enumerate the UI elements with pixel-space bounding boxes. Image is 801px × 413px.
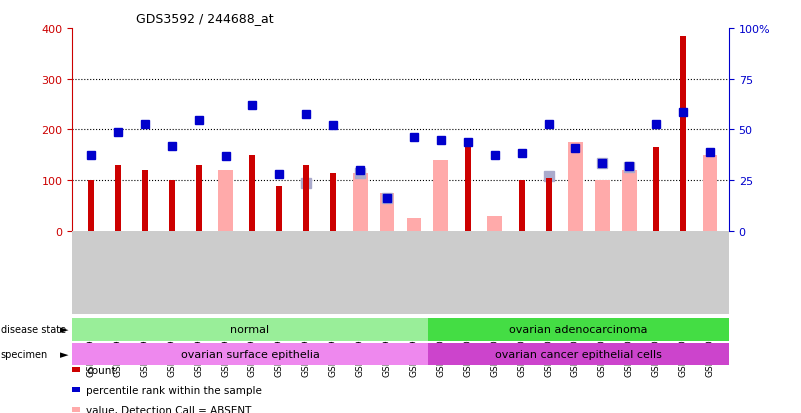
Bar	[249, 155, 256, 231]
Text: percentile rank within the sample: percentile rank within the sample	[86, 385, 262, 395]
Text: ovarian surface epithelia: ovarian surface epithelia	[180, 349, 320, 359]
Bar	[304, 166, 309, 231]
Bar	[428, 318, 729, 341]
Bar	[72, 318, 428, 341]
Bar	[195, 166, 202, 231]
Text: disease state: disease state	[1, 324, 66, 335]
Bar	[380, 193, 394, 231]
Bar	[622, 171, 637, 231]
Bar	[680, 36, 686, 231]
Bar	[407, 218, 421, 231]
Bar	[428, 343, 729, 366]
Bar	[88, 181, 94, 231]
Text: value, Detection Call = ABSENT: value, Detection Call = ABSENT	[86, 405, 252, 413]
Bar	[218, 171, 233, 231]
Text: count: count	[86, 365, 115, 375]
Bar	[487, 216, 502, 231]
Bar	[595, 181, 610, 231]
Bar	[654, 148, 659, 231]
Bar	[115, 166, 121, 231]
Text: specimen: specimen	[1, 349, 48, 359]
Bar	[519, 181, 525, 231]
Bar	[545, 178, 552, 231]
Bar	[568, 143, 583, 231]
Bar	[352, 173, 368, 231]
Bar	[433, 161, 449, 231]
Text: ►: ►	[59, 349, 68, 359]
Text: normal: normal	[231, 324, 270, 335]
Text: GDS3592 / 244688_at: GDS3592 / 244688_at	[136, 12, 274, 25]
Bar	[72, 343, 428, 366]
Bar	[465, 145, 471, 231]
Text: ►: ►	[59, 324, 68, 335]
Bar	[169, 181, 175, 231]
Text: ovarian adenocarcinoma: ovarian adenocarcinoma	[509, 324, 648, 335]
Bar	[330, 173, 336, 231]
Bar	[276, 187, 282, 231]
Bar	[142, 171, 147, 231]
Text: ovarian cancer epithelial cells: ovarian cancer epithelial cells	[495, 349, 662, 359]
Bar	[702, 155, 718, 231]
